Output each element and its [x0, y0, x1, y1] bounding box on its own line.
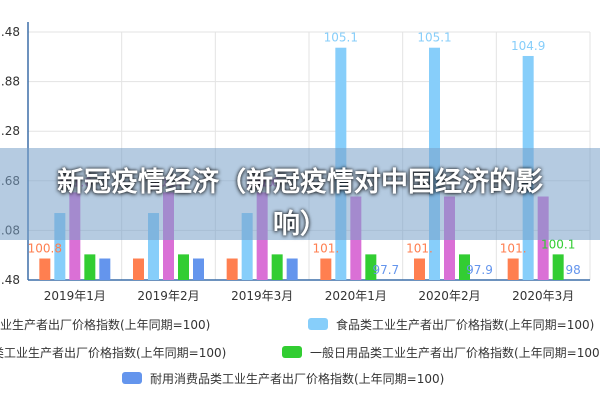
legend-swatch: [308, 318, 328, 330]
x-tick-label: 2019年2月: [137, 289, 199, 303]
legend-label: 衣着类工业生产者出厂价格指数(上年同期=100): [0, 345, 226, 360]
data-label: 101.: [500, 242, 527, 256]
bar: [507, 258, 519, 280]
bar: [241, 213, 253, 280]
y-tick-label: 99.48: [0, 273, 20, 287]
bar: [286, 258, 298, 280]
data-label: 104.9: [511, 39, 545, 53]
bar: [320, 258, 332, 280]
y-tick-label: 102.48: [0, 25, 20, 39]
bar: [39, 258, 51, 280]
title-banner: [0, 148, 600, 240]
data-label: 101.: [312, 242, 339, 256]
bar: [226, 258, 238, 280]
data-label: 97.9: [466, 263, 493, 277]
data-label: 97.7: [372, 263, 399, 277]
data-label: 100.8: [28, 242, 62, 256]
bar: [84, 254, 96, 280]
y-tick-label: 101.28: [0, 124, 20, 138]
x-tick-label: 2020年1月: [325, 289, 387, 303]
legend-swatch: [282, 346, 302, 358]
bar: [148, 213, 159, 280]
bar: [414, 258, 425, 280]
x-tick-label: 2019年3月: [231, 289, 293, 303]
y-tick-label: 101.88: [0, 75, 20, 89]
bar: [552, 254, 564, 280]
bar: [133, 258, 144, 280]
data-label: 105.1: [324, 31, 358, 45]
overlay-title: 新冠疫情经济（新冠疫情对中国经济的影响）: [57, 167, 543, 240]
bar: [178, 254, 189, 280]
bar: [99, 258, 111, 280]
legend-label: 耐用消费品类工业生产者出厂价格指数(上年同期=100): [150, 371, 444, 386]
bar: [54, 213, 66, 280]
bar: [193, 258, 204, 280]
legend-swatch: [122, 372, 142, 384]
x-tick-label: 2019年1月: [44, 289, 106, 303]
data-label: 98: [566, 263, 581, 277]
data-label: 101.: [406, 242, 433, 256]
legend-label: 生活资料工业生产者出厂价格指数(上年同期=100): [0, 317, 210, 332]
data-label: 100.1: [541, 237, 575, 251]
legend-label: 一般日用品类工业生产者出厂价格指数(上年同期=100): [310, 345, 600, 360]
data-label: 105.1: [417, 31, 451, 45]
x-tick-label: 2020年3月: [512, 289, 574, 303]
bar: [271, 254, 283, 280]
bar: [365, 254, 377, 280]
x-tick-label: 2020年2月: [418, 289, 480, 303]
legend-label: 食品类工业生产者出厂价格指数(上年同期=100): [336, 317, 594, 332]
bar: [459, 254, 470, 280]
